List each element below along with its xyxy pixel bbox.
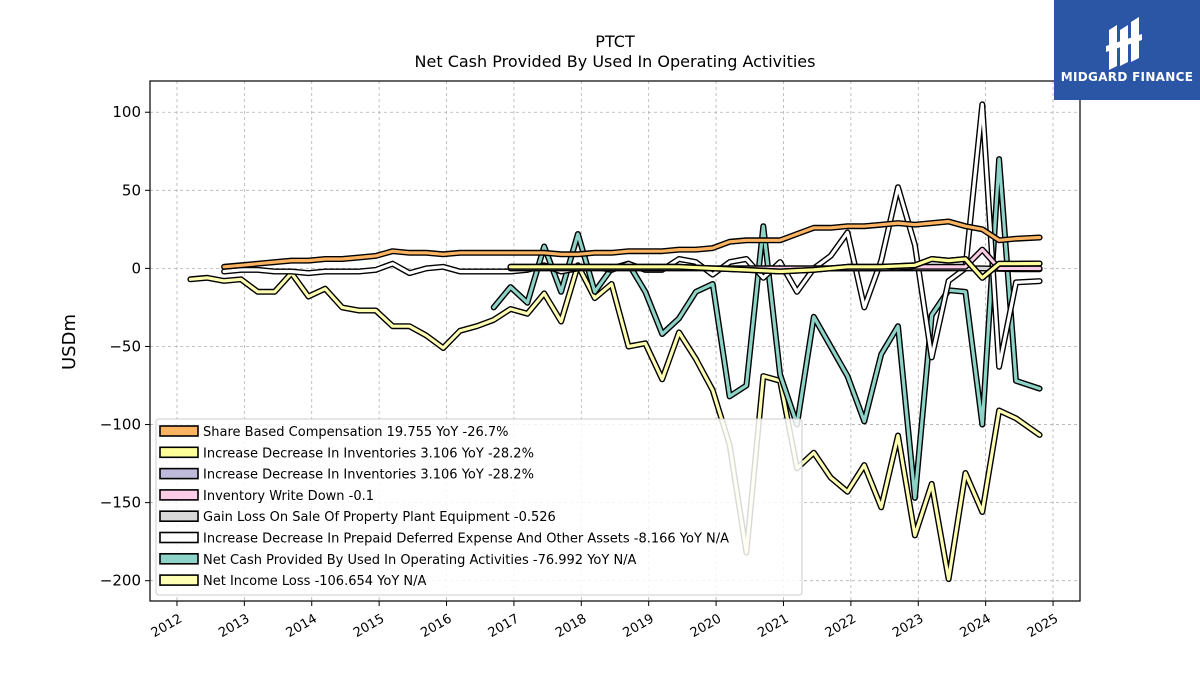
- legend-swatch: [159, 574, 199, 586]
- plot-frame: [149, 80, 1081, 602]
- legend-label: Net Income Loss -106.654 YoY N/A: [203, 574, 426, 589]
- legend-swatch: [159, 446, 199, 459]
- y-tick-label: −150: [100, 494, 141, 512]
- chart-subtitle: Net Cash Provided By Used In Operating A…: [415, 52, 816, 71]
- y-axis-label: USDm: [59, 314, 80, 370]
- series-increase-decrease-in-prepaid-deferred-expense-and-other-assets: [221, 101, 1043, 370]
- logo-mark-icon: [1106, 17, 1142, 70]
- legend-label: Net Cash Provided By Used In Operating A…: [203, 553, 637, 568]
- legend-label: Increase Decrease In Prepaid Deferred Ex…: [203, 532, 729, 547]
- y-tick-label: −50: [109, 337, 141, 355]
- grid: [150, 81, 1080, 601]
- legend-swatch: [159, 510, 199, 523]
- legend-swatch: [159, 489, 199, 501]
- logo-text: MIDGARD FINANCE: [1061, 70, 1193, 84]
- legend: Share Based Compensation 19.755 YoY -26.…: [155, 418, 803, 596]
- legend-item: Net Cash Provided By Used In Operating A…: [159, 552, 637, 568]
- series-share-based-compensation: [221, 218, 1043, 270]
- legend-item: Share Based Compensation 19.755 YoY -26.…: [159, 425, 509, 440]
- legend-swatch: [159, 467, 199, 480]
- series-increase-decrease-in-inventories-line: [508, 257, 1042, 280]
- series-increase-decrease-in-inventories: [507, 256, 1043, 281]
- y-tick-label: 50: [122, 181, 141, 199]
- series-share-based-compensation-line: [222, 219, 1042, 269]
- legend-item: Increase Decrease In Inventories 3.106 Y…: [159, 446, 534, 461]
- y-tick-label: 100: [112, 103, 141, 121]
- legend-box: [155, 418, 803, 596]
- legend-item: Increase Decrease In Prepaid Deferred Ex…: [159, 531, 729, 547]
- legend-label: Inventory Write Down -0.1: [203, 489, 374, 504]
- legend-label: Increase Decrease In Inventories 3.106 Y…: [203, 446, 534, 461]
- series-layer: [187, 101, 1043, 583]
- y-tick-label: −200: [100, 572, 141, 590]
- midgard-logo: MIDGARD FINANCE: [1054, 0, 1200, 100]
- legend-swatch: [159, 425, 199, 437]
- series-increase-decrease-in-prepaid-deferred-expense-and-other-assets-line: [222, 102, 1042, 369]
- legend-swatch: [159, 552, 199, 565]
- legend-item: Increase Decrease In Inventories 3.106 Y…: [159, 467, 534, 483]
- series-net-income-loss-line: [188, 263, 1042, 581]
- series-net-income-loss: [187, 262, 1043, 583]
- chart-title: PTCT: [595, 32, 635, 51]
- legend-label: Gain Loss On Sale Of Property Plant Equi…: [203, 510, 556, 525]
- legend-item: Inventory Write Down -0.1: [159, 489, 374, 504]
- y-tick-label: −100: [100, 416, 141, 434]
- legend-item: Net Income Loss -106.654 YoY N/A: [159, 574, 426, 589]
- legend-label: Share Based Compensation 19.755 YoY -26.…: [203, 425, 509, 440]
- legend-swatch: [159, 531, 199, 544]
- legend-label: Increase Decrease In Inventories 3.106 Y…: [203, 468, 534, 483]
- y-tick-label: 0: [131, 259, 141, 277]
- legend-item: Gain Loss On Sale Of Property Plant Equi…: [159, 510, 556, 525]
